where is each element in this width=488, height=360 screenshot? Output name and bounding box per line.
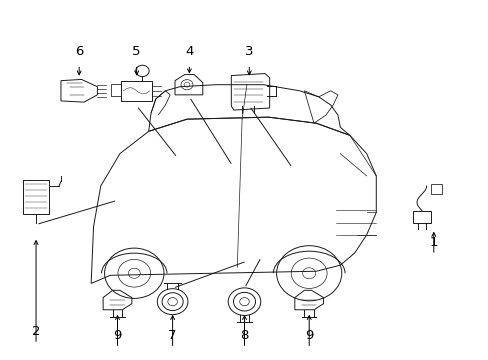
Text: 2: 2 — [32, 325, 40, 338]
Text: 7: 7 — [168, 329, 177, 342]
Bar — [110, 84, 121, 96]
Text: 4: 4 — [185, 45, 193, 58]
Bar — [23, 180, 49, 215]
Text: 9: 9 — [113, 329, 122, 342]
Bar — [412, 211, 430, 222]
Text: 8: 8 — [240, 329, 248, 342]
Bar — [121, 81, 152, 101]
Text: 5: 5 — [132, 45, 141, 58]
Text: 9: 9 — [305, 329, 313, 342]
Text: 6: 6 — [75, 45, 83, 58]
Text: 1: 1 — [428, 236, 437, 249]
Bar — [430, 184, 441, 194]
Text: 3: 3 — [244, 45, 253, 58]
